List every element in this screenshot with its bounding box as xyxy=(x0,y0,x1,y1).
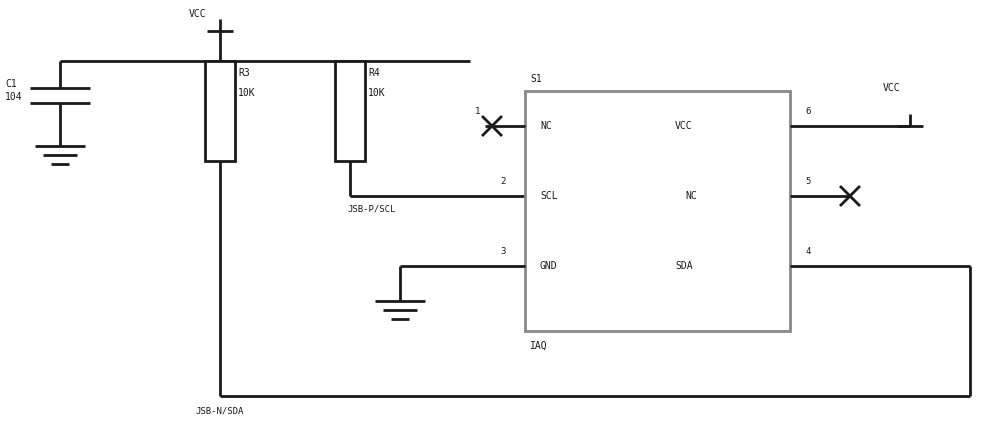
Text: VCC: VCC xyxy=(883,83,901,93)
Text: IAQ: IAQ xyxy=(530,341,548,351)
Text: 104: 104 xyxy=(5,92,23,102)
Text: VCC: VCC xyxy=(189,9,207,19)
Text: 1: 1 xyxy=(475,107,480,116)
Text: 10K: 10K xyxy=(238,88,256,98)
Text: S1: S1 xyxy=(530,74,542,84)
Bar xyxy=(205,61,235,161)
Bar xyxy=(525,91,790,331)
Text: 10K: 10K xyxy=(368,88,386,98)
Text: 6: 6 xyxy=(805,107,810,116)
Text: 4: 4 xyxy=(805,247,810,256)
Text: SDA: SDA xyxy=(675,261,693,271)
Text: SCL: SCL xyxy=(540,191,558,201)
Text: JSB-N/SDA: JSB-N/SDA xyxy=(195,406,243,416)
Text: 2: 2 xyxy=(500,177,505,186)
Text: JSB-P/SCL: JSB-P/SCL xyxy=(347,205,395,214)
Text: GND: GND xyxy=(540,261,558,271)
Text: NC: NC xyxy=(540,121,552,131)
Text: R4: R4 xyxy=(368,68,380,78)
Text: 3: 3 xyxy=(500,247,505,256)
Text: R3: R3 xyxy=(238,68,250,78)
Text: 5: 5 xyxy=(805,177,810,186)
Text: VCC: VCC xyxy=(675,121,693,131)
Bar xyxy=(335,61,365,161)
Text: NC: NC xyxy=(685,191,697,201)
Text: C1: C1 xyxy=(5,79,17,89)
